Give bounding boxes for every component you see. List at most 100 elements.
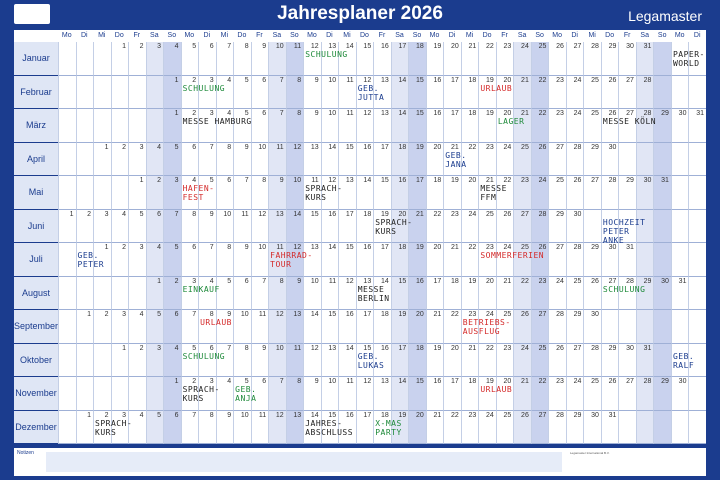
day-cell[interactable]: 6 — [180, 142, 199, 176]
day-cell[interactable]: 23 — [548, 377, 566, 411]
day-cell[interactable]: 30 — [618, 42, 636, 76]
day-cell[interactable]: 15 — [320, 310, 339, 344]
day-cell[interactable]: 10 — [215, 209, 234, 243]
day-cell[interactable]: 6 — [180, 243, 199, 277]
day-cell[interactable]: 4 — [163, 343, 181, 377]
day-cell[interactable]: 22 — [460, 243, 479, 277]
day-cell[interactable]: 28 — [548, 410, 566, 444]
day-cell[interactable]: 23 — [513, 176, 531, 210]
day-cell[interactable]: 12 — [338, 276, 356, 310]
day-cell[interactable]: 12 — [355, 109, 374, 143]
day-cell[interactable]: 2 — [145, 176, 164, 210]
day-cell[interactable]: 1 — [93, 243, 111, 277]
day-cell[interactable]: 9 — [250, 42, 269, 76]
day-cell[interactable]: 26 — [548, 42, 566, 76]
day-cell[interactable]: 2 — [93, 410, 111, 444]
day-cell[interactable]: 26 — [548, 343, 566, 377]
day-cell[interactable]: 24 — [495, 142, 514, 176]
day-cell[interactable]: 15 — [373, 176, 391, 210]
day-cell[interactable]: 18 — [425, 176, 444, 210]
day-cell[interactable]: 3 — [128, 142, 146, 176]
day-cell[interactable]: 21 — [460, 42, 479, 76]
day-cell[interactable]: 8 — [180, 209, 199, 243]
day-cell[interactable]: 27 — [600, 276, 619, 310]
day-cell[interactable]: 6 — [198, 42, 216, 76]
day-cell[interactable]: 24 — [565, 75, 584, 109]
day-cell[interactable]: 12 — [285, 142, 304, 176]
day-cell[interactable]: 19 — [478, 109, 496, 143]
day-cell[interactable]: 2 — [180, 377, 199, 411]
day-cell[interactable]: 25 — [583, 75, 601, 109]
day-cell[interactable]: 7 — [198, 142, 216, 176]
day-cell[interactable]: 26 — [565, 176, 584, 210]
day-cell[interactable]: 21 — [513, 75, 531, 109]
day-cell[interactable]: 20 — [408, 410, 426, 444]
day-cell[interactable]: 10 — [303, 276, 321, 310]
day-cell[interactable]: 24 — [548, 276, 566, 310]
day-cell[interactable]: 21 — [443, 142, 461, 176]
day-cell[interactable]: 13 — [320, 343, 339, 377]
day-cell[interactable]: 27 — [530, 310, 549, 344]
day-cell[interactable]: 10 — [233, 410, 251, 444]
day-cell[interactable]: 10 — [250, 243, 269, 277]
day-cell[interactable]: 4 — [128, 410, 146, 444]
day-cell[interactable]: 9 — [233, 142, 251, 176]
day-cell[interactable]: 16 — [373, 343, 391, 377]
day-cell[interactable]: 13 — [373, 109, 391, 143]
day-cell[interactable]: 11 — [303, 176, 321, 210]
day-cell[interactable]: 15 — [355, 42, 374, 76]
day-cell[interactable]: 12 — [355, 377, 374, 411]
day-cell[interactable]: 7 — [268, 377, 286, 411]
day-cell[interactable]: 7 — [233, 176, 251, 210]
day-cell[interactable]: 6 — [198, 343, 216, 377]
day-cell[interactable]: 12 — [303, 343, 321, 377]
day-cell[interactable]: 23 — [495, 343, 514, 377]
day-cell[interactable]: 1 — [163, 75, 181, 109]
day-cell[interactable]: 6 — [233, 276, 251, 310]
day-cell[interactable]: 1 — [75, 310, 93, 344]
day-cell[interactable]: 28 — [583, 42, 601, 76]
day-cell[interactable]: 31 — [670, 276, 689, 310]
day-cell[interactable]: 18 — [408, 343, 426, 377]
day-cell[interactable]: 1 — [128, 176, 146, 210]
day-cell[interactable]: 5 — [233, 75, 251, 109]
day-cell[interactable]: 30 — [565, 209, 584, 243]
day-cell[interactable]: 17 — [425, 276, 444, 310]
day-cell[interactable]: 27 — [583, 176, 601, 210]
day-cell[interactable]: 24 — [460, 209, 479, 243]
day-cell[interactable]: 1 — [163, 109, 181, 143]
day-cell[interactable]: 14 — [303, 310, 321, 344]
day-cell[interactable]: 24 — [495, 243, 514, 277]
day-cell[interactable]: 9 — [268, 176, 286, 210]
day-cell[interactable]: 9 — [285, 276, 304, 310]
day-cell[interactable]: 29 — [583, 243, 601, 277]
day-cell[interactable]: 3 — [93, 209, 111, 243]
day-cell[interactable]: 19 — [390, 310, 409, 344]
day-cell[interactable]: 8 — [285, 75, 304, 109]
day-cell[interactable]: 7 — [180, 410, 199, 444]
day-cell[interactable]: 21 — [425, 410, 444, 444]
day-cell[interactable]: 30 — [618, 343, 636, 377]
day-cell[interactable]: 17 — [373, 142, 391, 176]
day-cell[interactable]: 20 — [425, 243, 444, 277]
day-cell[interactable]: 24 — [565, 109, 584, 143]
day-cell[interactable]: 27 — [618, 109, 636, 143]
day-cell[interactable]: 17 — [443, 109, 461, 143]
day-cell[interactable]: 25 — [495, 410, 514, 444]
day-cell[interactable]: 19 — [425, 343, 444, 377]
day-cell[interactable]: 14 — [373, 276, 391, 310]
day-cell[interactable]: 31 — [653, 176, 671, 210]
day-cell[interactable]: 13 — [303, 243, 321, 277]
day-cell[interactable]: 9 — [303, 109, 321, 143]
day-cell[interactable]: 26 — [600, 377, 619, 411]
day-cell[interactable]: 4 — [145, 243, 164, 277]
day-cell[interactable]: 16 — [320, 209, 339, 243]
day-cell[interactable]: 30 — [653, 276, 671, 310]
day-cell[interactable]: 23 — [460, 310, 479, 344]
day-cell[interactable]: 28 — [618, 276, 636, 310]
day-cell[interactable]: 3 — [198, 109, 216, 143]
day-cell[interactable]: 9 — [215, 310, 234, 344]
day-cell[interactable]: 29 — [653, 377, 671, 411]
day-cell[interactable]: 16 — [338, 410, 356, 444]
day-cell[interactable]: 26 — [600, 109, 619, 143]
